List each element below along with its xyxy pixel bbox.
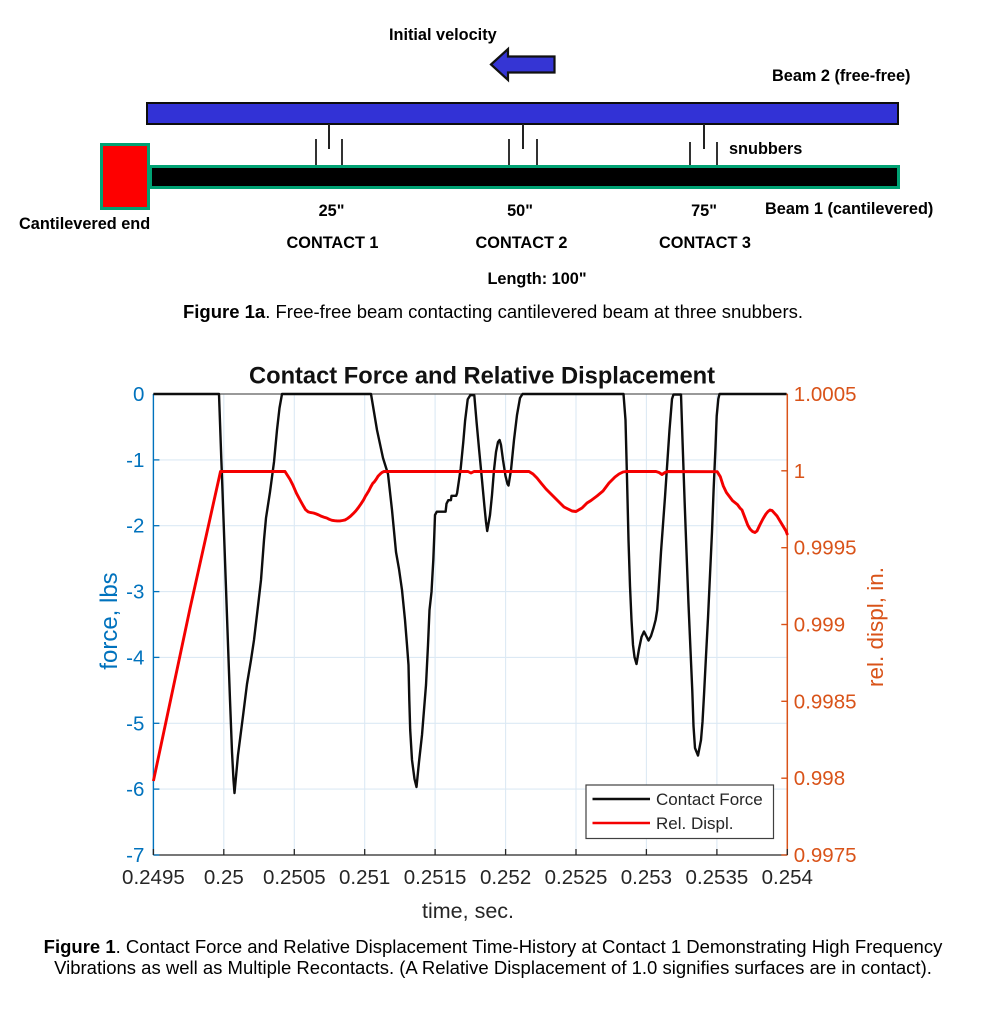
svg-text:Contact Force: Contact Force [656, 790, 763, 809]
svg-text:0.9985: 0.9985 [794, 690, 857, 713]
svg-text:0.25: 0.25 [204, 866, 244, 889]
svg-text:time, sec.: time, sec. [422, 899, 514, 923]
svg-text:1.0005: 1.0005 [794, 383, 857, 406]
svg-text:-1: -1 [126, 449, 144, 472]
svg-text:-7: -7 [126, 844, 144, 867]
svg-text:0.9975: 0.9975 [794, 844, 857, 867]
svg-text:Contact Force and Relative Dis: Contact Force and Relative Displacement [249, 364, 715, 390]
svg-text:0.999: 0.999 [794, 614, 845, 637]
svg-text:0.251: 0.251 [339, 866, 390, 889]
svg-text:0.2525: 0.2525 [545, 866, 608, 889]
svg-text:0.2505: 0.2505 [263, 866, 326, 889]
svg-text:force, lbs: force, lbs [96, 572, 123, 669]
svg-text:0.2515: 0.2515 [404, 866, 467, 889]
svg-text:-5: -5 [126, 712, 144, 735]
svg-text:0.2495: 0.2495 [122, 866, 185, 889]
svg-text:0.2535: 0.2535 [686, 866, 749, 889]
svg-text:0.998: 0.998 [794, 767, 845, 790]
svg-text:rel. displ, in.: rel. displ, in. [863, 567, 888, 687]
svg-text:-6: -6 [126, 778, 144, 801]
svg-text:-4: -4 [126, 646, 144, 669]
svg-text:0.252: 0.252 [480, 866, 531, 889]
svg-text:0.9995: 0.9995 [794, 537, 857, 560]
svg-text:0.254: 0.254 [762, 866, 813, 889]
svg-text:1: 1 [794, 460, 805, 483]
svg-text:Rel. Displ.: Rel. Displ. [656, 814, 733, 833]
svg-text:-3: -3 [126, 581, 144, 604]
svg-text:-2: -2 [126, 515, 144, 538]
svg-text:0: 0 [133, 383, 144, 406]
svg-text:0.253: 0.253 [621, 866, 672, 889]
